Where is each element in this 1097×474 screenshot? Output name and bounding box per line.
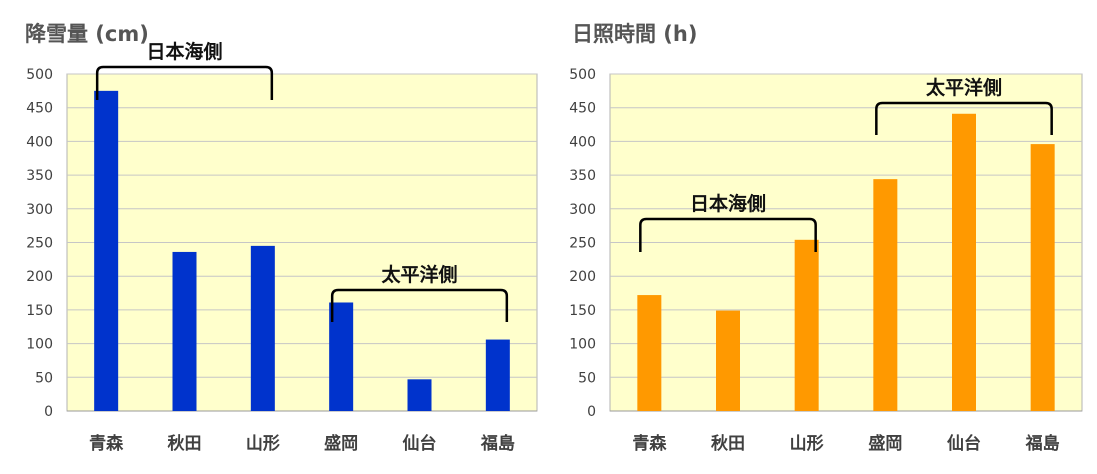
y-tick-label: 250: [569, 236, 596, 252]
x-tick-label: 盛岡: [868, 433, 902, 454]
region-label: 太平洋側: [926, 76, 1002, 99]
y-tick-label: 400: [569, 134, 596, 150]
y-tick-label: 400: [26, 134, 53, 150]
sunshine-chart: 日照時間 (h) 0 50 100 150 200 250 300 350 400 450 500 青…: [548, 0, 1097, 474]
bar: [952, 113, 976, 412]
y-tick-label: 150: [569, 303, 596, 319]
y-tick-label: 150: [26, 303, 53, 319]
region-bracket: [639, 217, 817, 252]
x-tick-label: 秋田: [168, 433, 202, 454]
bar: [873, 179, 898, 411]
snowfall-chart-svg: 0 50 100 150 200 250 300 350 400 450 500 青森 秋田 山形 盛岡 仙台…: [26, 40, 538, 454]
x-tick-label: 山形: [246, 433, 280, 454]
y-tick-label: 350: [569, 168, 596, 184]
x-tick-label: 青森: [632, 433, 667, 454]
x-tick-label: 仙台: [947, 433, 981, 454]
x-tick-label: 青森: [89, 433, 124, 454]
sunshine-chart-svg: 0 50 100 150 200 250 300 350 400 450 500 青森 秋田 山形 盛岡 仙台…: [569, 67, 1083, 454]
y-tick-label: 50: [35, 370, 53, 386]
bar: [794, 239, 819, 411]
x-tick-label: 秋田: [711, 433, 745, 454]
chart-title: 降雪量 (cm): [25, 22, 149, 46]
x-tick-label: 盛岡: [324, 433, 358, 454]
y-tick-label: 250: [26, 236, 53, 252]
y-tick-label: 200: [26, 269, 53, 285]
y-tick-label: 200: [569, 269, 596, 285]
bar: [716, 310, 740, 411]
y-tick-label: 450: [26, 101, 53, 117]
chart-title: 日照時間 (h): [572, 22, 698, 46]
y-tick-label: 50: [578, 370, 596, 386]
region-bracket: [875, 101, 1053, 135]
y-tick-label: 300: [26, 202, 53, 218]
bar: [485, 339, 510, 411]
y-tick-label: 500: [569, 67, 596, 83]
y-tick-label: 0: [44, 404, 53, 420]
x-tick-label: 福島: [1025, 433, 1060, 454]
bar: [637, 295, 662, 411]
y-tick-label: 500: [26, 67, 53, 83]
bar: [172, 251, 197, 411]
region-label: 太平洋側: [381, 263, 457, 286]
region-bracket: [330, 288, 509, 322]
region-label: 日本海側: [146, 40, 222, 63]
region-label: 日本海側: [690, 192, 766, 215]
region-bracket: [95, 65, 274, 100]
y-tick-label: 100: [26, 337, 53, 353]
x-tick-label: 仙台: [403, 433, 437, 454]
y-tick-label: 100: [569, 337, 596, 353]
y-tick-label: 450: [569, 101, 596, 117]
bar: [1030, 144, 1055, 411]
bar: [407, 379, 432, 411]
y-tick-label: 0: [587, 404, 596, 420]
snowfall-chart: 降雪量 (cm) 0 50 100 150 200 250 300 350 400 450 500 青…: [0, 0, 548, 474]
bar: [94, 90, 119, 411]
y-tick-label: 300: [569, 202, 596, 218]
x-tick-label: 山形: [790, 433, 824, 454]
y-tick-label: 350: [26, 168, 53, 184]
x-tick-label: 福島: [480, 433, 515, 454]
bar: [250, 245, 275, 411]
